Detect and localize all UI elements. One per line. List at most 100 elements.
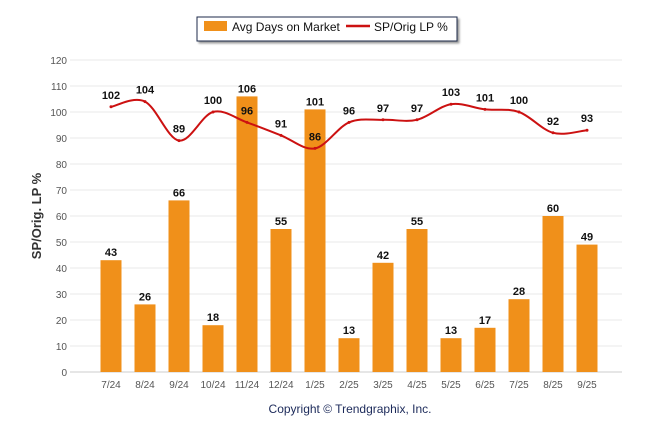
y-tick-label: 100 bbox=[50, 108, 67, 119]
bar-value-label: 18 bbox=[207, 312, 219, 324]
line-value-label: 93 bbox=[581, 113, 593, 125]
line-value-label: 89 bbox=[173, 124, 185, 136]
line-point bbox=[381, 118, 385, 122]
line-point bbox=[449, 102, 453, 106]
x-tick-label: 3/25 bbox=[373, 380, 393, 391]
line-value-label: 103 bbox=[442, 87, 460, 99]
bar bbox=[202, 325, 224, 372]
y-axis-label: SP/Orig. LP % bbox=[29, 172, 44, 259]
x-tick-label: 6/25 bbox=[475, 380, 495, 391]
y-tick-label: 60 bbox=[56, 212, 68, 223]
line-point bbox=[517, 110, 521, 114]
line-value-label: 91 bbox=[275, 118, 287, 130]
y-tick-label: 10 bbox=[56, 342, 68, 353]
bar bbox=[270, 229, 292, 372]
line-value-label: 86 bbox=[309, 131, 321, 143]
bar-value-label: 55 bbox=[411, 216, 423, 228]
line-value-label: 102 bbox=[102, 90, 120, 102]
bar-value-label: 43 bbox=[105, 247, 117, 259]
line-point bbox=[279, 133, 283, 137]
legend: Avg Days on Market SP/Orig LP % bbox=[196, 16, 458, 42]
bar bbox=[372, 262, 394, 372]
bar-value-label: 101 bbox=[306, 96, 324, 108]
legend-bar-label: Avg Days on Market bbox=[232, 20, 340, 34]
line-point bbox=[483, 107, 487, 111]
y-axis-ticks: 0 10 20 30 40 50 60 70 80 90 100 110 120 bbox=[50, 56, 67, 379]
line-point bbox=[109, 105, 113, 109]
x-tick-label: 8/24 bbox=[135, 380, 155, 391]
bar-value-label: 28 bbox=[513, 286, 525, 298]
bar bbox=[406, 229, 428, 372]
bar-value-label: 55 bbox=[275, 216, 287, 228]
x-tick-label: 11/24 bbox=[235, 380, 260, 391]
bar-value-label: 106 bbox=[238, 83, 256, 95]
bar bbox=[338, 338, 360, 372]
y-tick-label: 80 bbox=[56, 160, 68, 171]
bar-value-label: 60 bbox=[547, 203, 559, 215]
line-value-label: 97 bbox=[411, 103, 423, 115]
line-point bbox=[245, 120, 249, 124]
bar bbox=[440, 338, 462, 372]
x-tick-label: 5/25 bbox=[441, 380, 461, 391]
y-tick-label: 30 bbox=[56, 290, 68, 301]
line-point bbox=[551, 131, 555, 135]
line-point bbox=[347, 120, 351, 124]
y-tick-label: 40 bbox=[56, 264, 68, 275]
gridlines bbox=[70, 59, 622, 373]
bar-value-label: 13 bbox=[445, 325, 457, 337]
line-point bbox=[585, 128, 589, 132]
y-tick-label: 20 bbox=[56, 316, 68, 327]
line-point bbox=[313, 146, 317, 150]
bar bbox=[168, 200, 190, 372]
bar bbox=[304, 109, 326, 373]
bar bbox=[542, 216, 564, 372]
x-tick-label: 7/24 bbox=[101, 380, 121, 391]
bar-value-label: 49 bbox=[581, 232, 593, 244]
bar bbox=[236, 96, 258, 373]
x-tick-label: 4/25 bbox=[407, 380, 427, 391]
x-tick-label: 9/25 bbox=[577, 380, 597, 391]
line-value-label: 97 bbox=[377, 103, 389, 115]
bar bbox=[134, 304, 156, 372]
bar bbox=[576, 244, 598, 372]
y-tick-label: 70 bbox=[56, 186, 68, 197]
x-tick-label: 10/24 bbox=[200, 380, 225, 391]
line-point bbox=[177, 139, 181, 143]
bar-value-label: 17 bbox=[479, 315, 491, 327]
y-tick-label: 120 bbox=[50, 56, 67, 67]
line-value-label: 96 bbox=[343, 105, 355, 117]
bar bbox=[100, 260, 122, 372]
legend-line-label: SP/Orig LP % bbox=[374, 20, 448, 34]
line-value-label: 104 bbox=[136, 85, 155, 97]
x-tick-label: 12/24 bbox=[268, 380, 293, 391]
line-value-label: 101 bbox=[476, 92, 494, 104]
line-value-label: 96 bbox=[241, 105, 253, 117]
bar bbox=[474, 327, 496, 372]
line-point bbox=[143, 100, 147, 104]
line-point bbox=[211, 110, 215, 114]
line-value-label: 92 bbox=[547, 116, 559, 128]
bar bbox=[508, 299, 530, 372]
line-point bbox=[415, 118, 419, 122]
y-tick-label: 50 bbox=[56, 238, 68, 249]
data-labels: 43 26 66 18 106 55 101 13 42 55 13 17 28 60 49 102 104 89… bbox=[102, 83, 593, 337]
bar-value-label: 42 bbox=[377, 250, 389, 262]
line-value-label: 100 bbox=[204, 95, 222, 107]
bar-value-label: 13 bbox=[343, 325, 355, 337]
bars bbox=[100, 96, 598, 373]
x-tick-label: 8/25 bbox=[543, 380, 563, 391]
bar-value-label: 66 bbox=[173, 187, 185, 199]
y-tick-label: 0 bbox=[61, 368, 67, 379]
y-tick-label: 110 bbox=[51, 82, 67, 93]
x-tick-label: 2/25 bbox=[339, 380, 359, 391]
copyright: Copyright © Trendgraphix, Inc. bbox=[269, 402, 432, 416]
x-tick-label: 1/25 bbox=[305, 380, 325, 391]
legend-bar-swatch bbox=[204, 21, 227, 31]
y-tick-label: 90 bbox=[56, 134, 68, 145]
x-axis-ticks: 7/24 8/24 9/24 10/24 11/24 12/24 1/25 2/25 3/25 4… bbox=[101, 380, 597, 391]
bar-value-label: 26 bbox=[139, 291, 151, 303]
line-value-label: 100 bbox=[510, 95, 528, 107]
x-tick-label: 7/25 bbox=[509, 380, 529, 391]
x-tick-label: 9/24 bbox=[169, 380, 189, 391]
